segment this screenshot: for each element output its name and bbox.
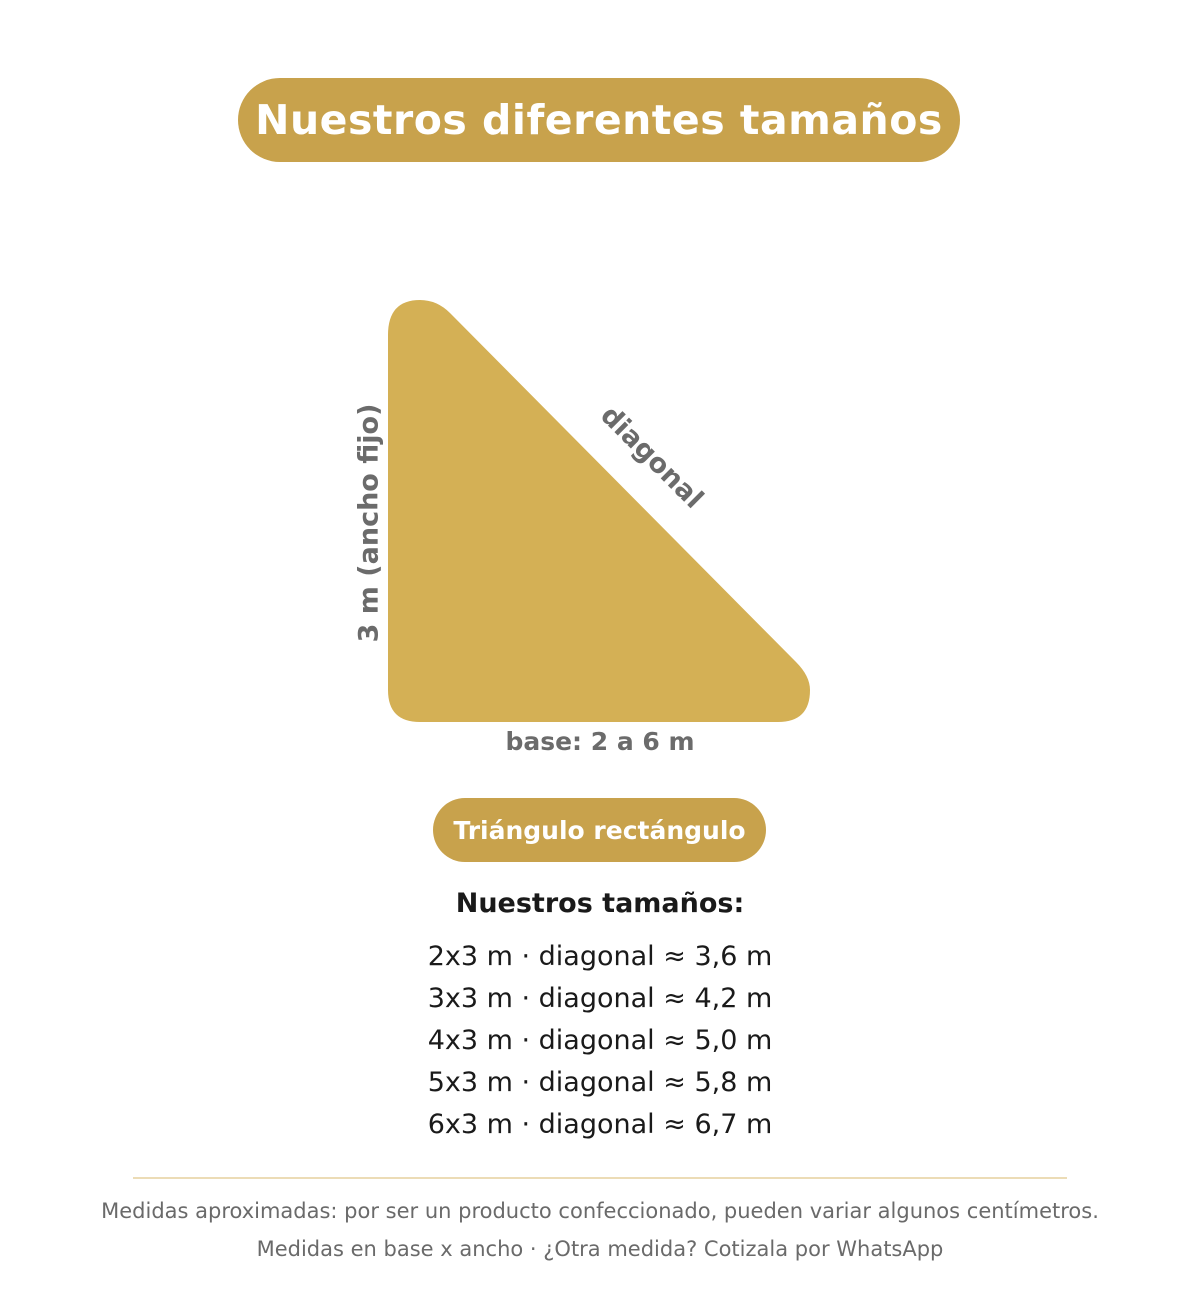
approximate-measures-note: Medidas aproximadas: por ser un producto… [101, 1199, 1099, 1223]
size-item: 4x3 m · diagonal ≈ 5,0 m [427, 1025, 773, 1056]
size-item: 3x3 m · diagonal ≈ 4,2 m [427, 983, 773, 1014]
divider [133, 1177, 1067, 1179]
height-label: 3 m (ancho fijo) [354, 404, 385, 643]
size-list: 2x3 m · diagonal ≈ 3,6 m 3x3 m · diagona… [0, 936, 1200, 1146]
shape-name-badge: Triángulo rectángulo [433, 798, 766, 862]
title-banner: Nuestros diferentes tamaños [238, 78, 960, 162]
size-item: 2x3 m · diagonal ≈ 3,6 m [427, 941, 773, 972]
shape-name: Triángulo rectángulo [453, 815, 746, 845]
size-item: 6x3 m · diagonal ≈ 6,7 m [427, 1109, 773, 1140]
triangle-diagram: 3 m (ancho fijo) diagonal base: 2 a 6 m [354, 300, 810, 756]
page-title: Nuestros diferentes tamaños [255, 96, 943, 144]
whatsapp-quote-note: Medidas en base x ancho · ¿Otra medida? … [256, 1237, 944, 1261]
right-triangle-shape [388, 300, 810, 722]
base-label: base: 2 a 6 m [505, 727, 694, 756]
sizes-heading: Nuestros tamaños: [455, 888, 745, 919]
size-item: 5x3 m · diagonal ≈ 5,8 m [427, 1067, 773, 1098]
